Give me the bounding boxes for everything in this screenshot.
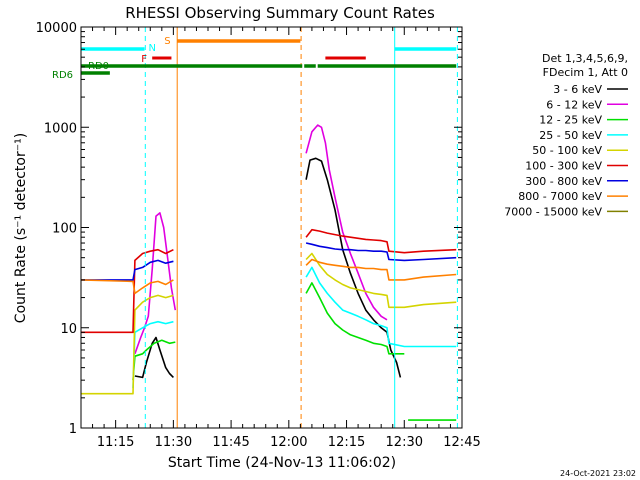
legend-label-8: 7000 - 15000 keV xyxy=(504,205,602,218)
flag-label-rd0: RD0 xyxy=(88,61,109,72)
y-tick-label-2: 100 xyxy=(52,222,77,237)
legend: Det 1,3,4,5,6,9,FDecim 1, Att 0 3 - 6 keV… xyxy=(504,52,628,218)
chart-title: RHESSI Observing Summary Count Rates xyxy=(125,4,435,22)
flag-bars: RD6 RD0 NF S xyxy=(52,36,457,81)
x-tick-label-4: 12:15 xyxy=(328,435,365,450)
x-tick-label-1: 11:30 xyxy=(155,435,192,450)
flag-label-s: S xyxy=(164,36,170,47)
legend-label-4: 50 - 100 keV xyxy=(532,144,602,157)
legend-label-7: 800 - 7000 keV xyxy=(518,190,602,203)
y-tick-label-3: 1000 xyxy=(44,121,77,136)
y-tick-label-0: 1 xyxy=(69,422,77,437)
plot-frame xyxy=(80,26,463,429)
series-line-7 xyxy=(81,258,457,295)
legend-label-5: 100 - 300 keV xyxy=(525,160,602,173)
series-line-4 xyxy=(81,252,457,395)
legend-label-1: 6 - 12 keV xyxy=(546,98,602,111)
x-axis-label: Start Time (24-Nov-13 11:06:02) xyxy=(168,455,396,471)
series-layer xyxy=(81,124,457,421)
series-line-1 xyxy=(134,124,388,355)
footer-date: 24-Oct-2021 23:02 xyxy=(560,469,636,478)
y-tick-label-1: 10 xyxy=(60,322,77,337)
x-tick-label-0: 11:15 xyxy=(97,435,134,450)
x-tick-label-5: 12:30 xyxy=(386,435,423,450)
flag-label-n: N xyxy=(149,43,156,54)
flag-label-f: F xyxy=(141,54,147,65)
flag-label-rd6: RD6 xyxy=(52,70,73,81)
series-line-5 xyxy=(81,228,457,334)
legend-header-1: FDecim 1, Att 0 xyxy=(543,66,628,79)
series-line-6 xyxy=(81,242,457,281)
legend-label-3: 25 - 50 keV xyxy=(539,129,602,142)
y-tick-label-4: 10000 xyxy=(36,21,77,36)
axes: 1 10 100 1000 10000 11:15 11:30 11:45 12:00 12:15… xyxy=(36,21,481,450)
vertical-markers xyxy=(144,27,458,428)
legend-label-6: 300 - 800 keV xyxy=(525,175,602,188)
x-tick-label-3: 12:00 xyxy=(270,435,307,450)
y-axis-label: Count Rate (s⁻¹ detector⁻¹) xyxy=(13,133,29,323)
legend-label-0: 3 - 6 keV xyxy=(553,83,602,96)
legend-header-0: Det 1,3,4,5,6,9, xyxy=(542,52,628,65)
series-line-3 xyxy=(132,266,457,389)
legend-label-2: 12 - 25 keV xyxy=(539,114,602,127)
x-tick-label-2: 11:45 xyxy=(212,435,249,450)
series-line-2 xyxy=(132,282,457,421)
x-tick-label-6: 12:45 xyxy=(443,435,480,450)
